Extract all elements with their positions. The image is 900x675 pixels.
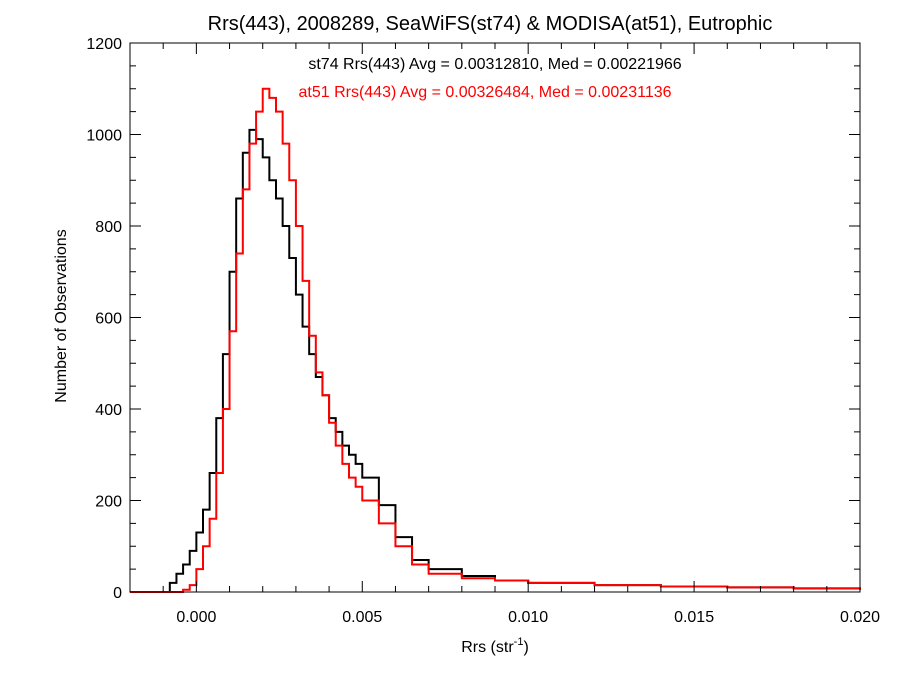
x-axis-label-superscript: -1	[514, 636, 524, 648]
x-tick-label: 0.010	[508, 609, 548, 626]
chart-title: Rrs(443), 2008289, SeaWiFS(st74) & MODIS…	[208, 13, 773, 35]
y-axis-label: Number of Observations	[53, 229, 70, 402]
at51-stats-annotation: at51 Rrs(443) Avg = 0.00326484, Med = 0.…	[298, 84, 671, 101]
x-tick-label: 0.020	[840, 609, 880, 626]
y-tick-label: 1200	[86, 36, 122, 53]
series-line-0	[130, 128, 861, 593]
plot-frame	[129, 42, 861, 593]
y-tick-label: 400	[95, 402, 122, 419]
st74-stats-annotation: st74 Rrs(443) Avg = 0.00312810, Med = 0.…	[308, 56, 681, 73]
x-tick-labels: 0.000 0.005 0.010 0.015 0.020	[176, 609, 880, 626]
series-line-1	[130, 87, 861, 593]
y-tick-label: 800	[95, 219, 122, 236]
x-axis-label-close: )	[523, 639, 528, 656]
x-axis-label: Rrs (str-1)	[461, 636, 529, 656]
x-tick-label: 0.015	[674, 609, 714, 626]
y-tick-label: 1000	[86, 128, 122, 145]
x-tick-label: 0.000	[176, 609, 216, 626]
y-tick-labels: 0 200 400 600 800 1000 1200	[86, 36, 122, 602]
y-tick-label: 600	[95, 311, 122, 328]
series-layer	[130, 87, 861, 593]
axis-ticks	[129, 42, 861, 593]
x-axis-label-main: Rrs (str	[461, 639, 514, 656]
x-tick-label: 0.005	[342, 609, 382, 626]
y-tick-label: 200	[95, 494, 122, 511]
y-tick-label: 0	[113, 585, 122, 602]
